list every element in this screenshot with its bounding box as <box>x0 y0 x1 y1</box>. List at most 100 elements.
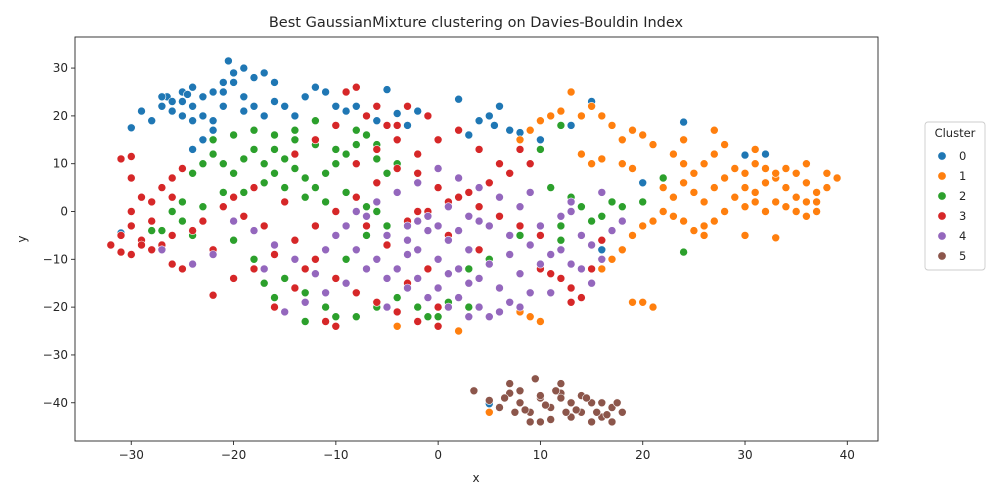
point-cluster-2 <box>178 197 187 207</box>
point-cluster-0 <box>740 150 750 160</box>
point-cluster-0 <box>341 106 351 116</box>
point-cluster-1 <box>689 188 699 197</box>
point-cluster-0 <box>178 97 187 106</box>
point-cluster-1 <box>546 111 556 121</box>
point-cluster-2 <box>433 312 443 322</box>
point-cluster-4 <box>505 231 515 240</box>
point-cluster-4 <box>188 259 197 269</box>
point-cluster-3 <box>484 178 494 188</box>
point-cluster-3 <box>219 202 228 211</box>
point-cluster-0 <box>249 102 259 111</box>
point-cluster-4 <box>597 254 607 264</box>
point-cluster-0 <box>219 78 228 87</box>
point-cluster-0 <box>484 111 494 121</box>
point-cluster-3 <box>116 247 126 257</box>
point-cluster-3 <box>178 264 187 274</box>
point-cluster-4 <box>372 254 382 264</box>
point-cluster-4 <box>444 302 453 312</box>
point-cluster-4 <box>311 269 320 279</box>
point-cluster-4 <box>403 221 412 231</box>
point-cluster-1 <box>536 317 545 326</box>
point-cluster-4 <box>372 197 382 207</box>
point-cluster-4 <box>566 207 576 216</box>
point-cluster-4 <box>362 264 371 274</box>
point-cluster-3 <box>546 269 556 279</box>
y-tick-label: −20 <box>43 300 68 314</box>
x-tick-label: 0 <box>434 448 442 462</box>
point-cluster-2 <box>208 135 218 145</box>
point-cluster-4 <box>536 259 545 269</box>
point-cluster-1 <box>597 154 607 164</box>
point-cluster-3 <box>392 307 402 317</box>
point-cluster-2 <box>167 207 177 216</box>
point-cluster-4 <box>515 302 525 312</box>
point-cluster-2 <box>239 154 249 164</box>
point-cluster-3 <box>167 231 177 240</box>
point-cluster-2 <box>392 293 402 302</box>
point-cluster-2 <box>413 302 423 312</box>
point-cluster-2 <box>351 125 361 135</box>
point-cluster-4 <box>341 221 351 231</box>
point-cluster-1 <box>658 183 668 192</box>
point-cluster-3 <box>362 111 371 121</box>
point-cluster-3 <box>413 317 423 326</box>
point-cluster-3 <box>311 254 320 264</box>
point-cluster-0 <box>198 135 208 145</box>
point-cluster-2 <box>259 159 269 168</box>
point-cluster-0 <box>321 87 330 97</box>
legend: Cluster 0 1 2 3 4 5 <box>924 121 986 271</box>
point-cluster-0 <box>536 135 545 145</box>
x-axis-label: x <box>472 471 479 485</box>
point-cluster-4 <box>403 250 412 259</box>
point-cluster-2 <box>249 254 259 264</box>
point-cluster-3 <box>167 173 177 183</box>
point-cluster-3 <box>566 283 576 293</box>
point-cluster-4 <box>454 173 463 183</box>
point-cluster-3 <box>495 212 504 221</box>
point-cluster-4 <box>474 302 484 312</box>
point-cluster-0 <box>392 109 402 118</box>
point-cluster-2 <box>362 231 371 240</box>
point-cluster-1 <box>720 173 729 183</box>
point-cluster-1 <box>781 164 791 173</box>
point-cluster-3 <box>372 102 382 111</box>
point-cluster-1 <box>638 130 648 140</box>
point-cluster-1 <box>771 197 781 207</box>
point-cluster-1 <box>822 169 832 178</box>
point-cluster-4 <box>536 221 545 231</box>
point-cluster-2 <box>300 317 310 326</box>
point-cluster-0 <box>167 97 177 106</box>
point-cluster-2 <box>351 140 361 149</box>
point-cluster-3 <box>495 159 504 168</box>
plot-area-frame <box>74 36 879 442</box>
point-cluster-2 <box>546 183 556 192</box>
point-cluster-1 <box>628 125 637 135</box>
point-cluster-3 <box>392 164 402 173</box>
point-cluster-3 <box>341 87 351 97</box>
point-cluster-0 <box>464 130 474 140</box>
point-cluster-1 <box>699 231 709 240</box>
point-cluster-1 <box>730 192 740 202</box>
point-cluster-2 <box>423 312 433 322</box>
legend-label-cluster-2: 2 <box>959 189 966 203</box>
point-cluster-2 <box>249 125 259 135</box>
point-cluster-4 <box>454 293 463 302</box>
point-cluster-3 <box>474 145 484 154</box>
point-cluster-2 <box>219 159 228 168</box>
point-cluster-3 <box>157 183 167 192</box>
point-cluster-3 <box>382 240 392 250</box>
point-cluster-0 <box>490 121 499 130</box>
point-cluster-0 <box>761 149 770 159</box>
point-cluster-3 <box>536 231 545 240</box>
point-cluster-5 <box>515 398 525 408</box>
point-cluster-4 <box>566 197 576 207</box>
point-cluster-2 <box>638 197 648 207</box>
point-cluster-0 <box>188 116 197 125</box>
y-tick-label: −10 <box>43 252 68 266</box>
point-cluster-4 <box>597 188 607 197</box>
point-cluster-2 <box>362 130 371 140</box>
point-cluster-0 <box>147 116 156 125</box>
point-cluster-1 <box>515 135 525 145</box>
